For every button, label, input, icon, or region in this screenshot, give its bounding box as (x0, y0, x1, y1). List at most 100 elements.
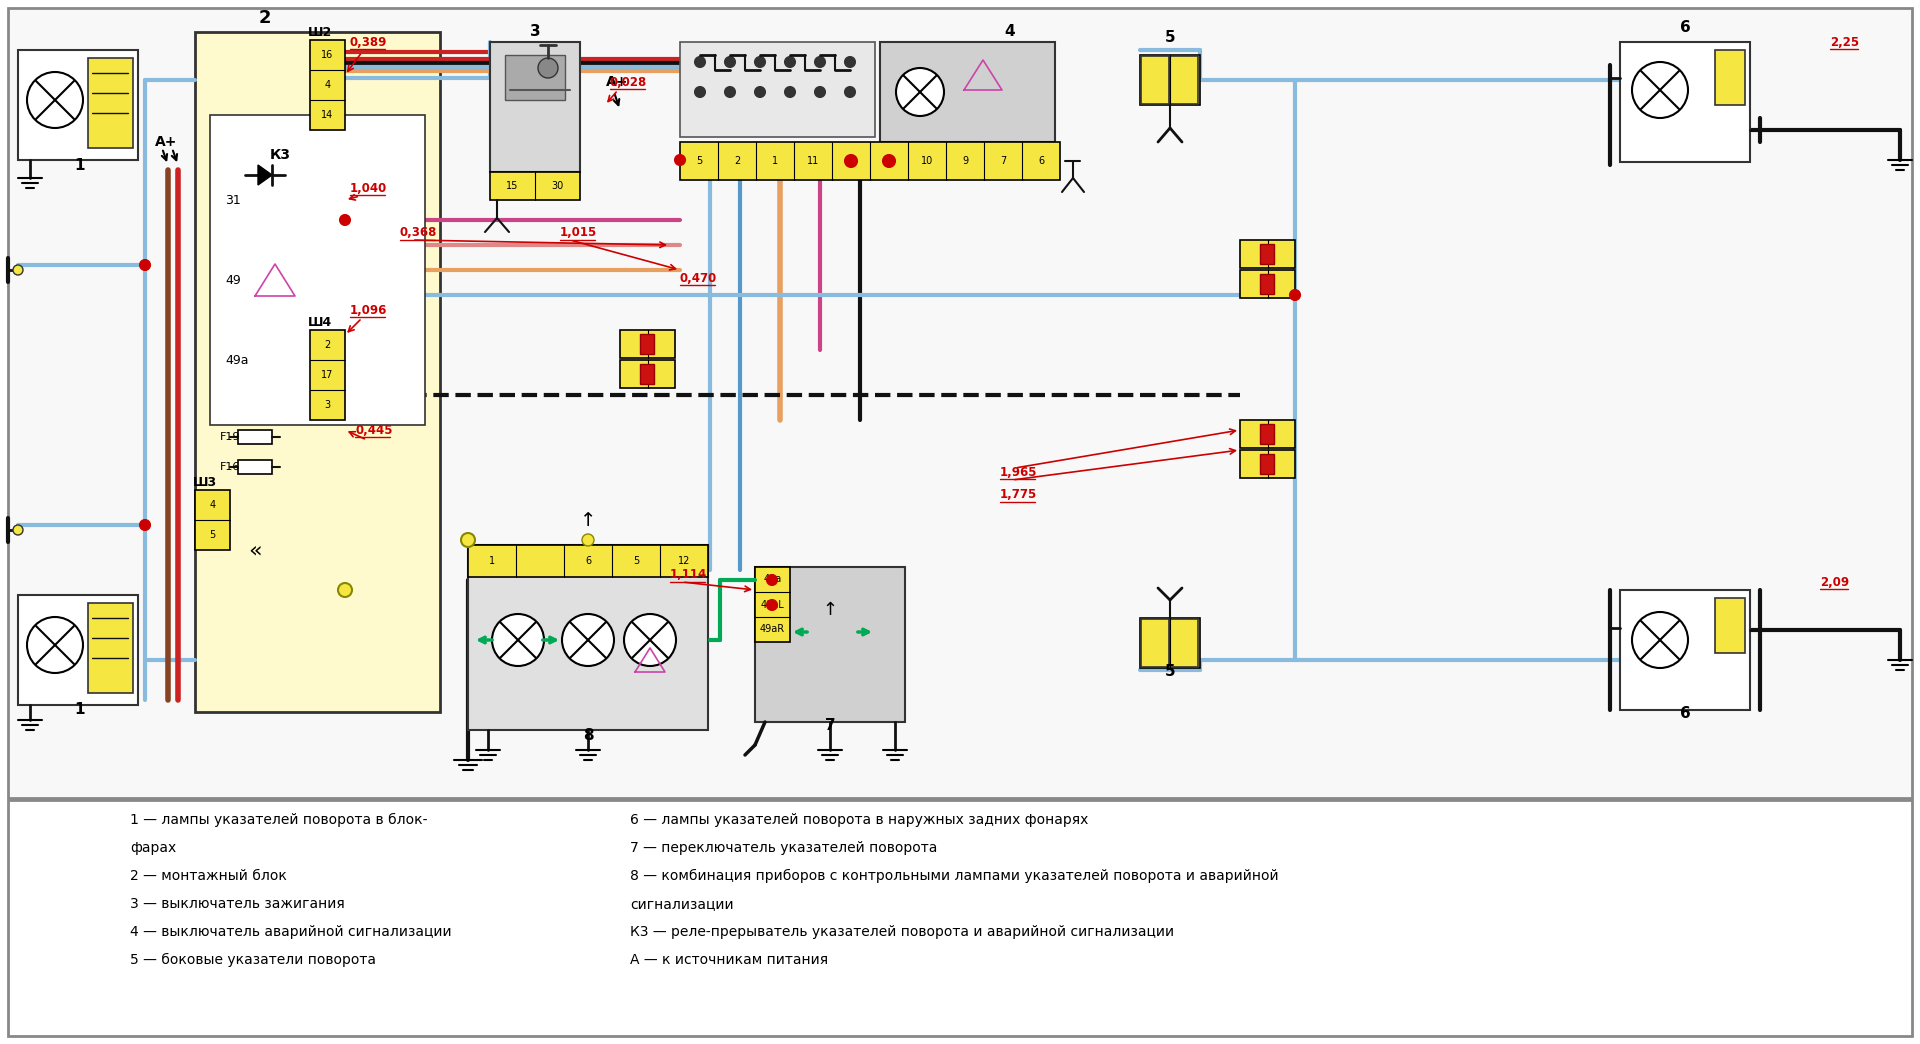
Text: 0,445: 0,445 (355, 424, 392, 436)
Text: 9: 9 (962, 156, 968, 166)
Text: 31: 31 (225, 193, 240, 207)
Bar (490, 42, 580, 172)
Bar (639, 334, 655, 354)
Text: «: « (248, 540, 261, 560)
Circle shape (755, 57, 764, 67)
Text: 3: 3 (324, 400, 330, 410)
Bar (620, 330, 676, 358)
Bar (505, 55, 564, 100)
Text: 6: 6 (1039, 156, 1044, 166)
Bar (620, 360, 676, 388)
Bar (8, 800, 1912, 1036)
Text: 2: 2 (259, 9, 271, 27)
Bar (1140, 619, 1169, 667)
Bar (468, 545, 708, 577)
Bar (879, 42, 1054, 142)
Text: 15: 15 (507, 181, 518, 191)
Text: Ш2: Ш2 (307, 25, 332, 39)
Circle shape (814, 57, 826, 67)
Circle shape (1290, 290, 1300, 300)
Polygon shape (257, 165, 273, 185)
Text: 8: 8 (582, 728, 593, 742)
Circle shape (766, 600, 778, 610)
Bar (1140, 55, 1200, 105)
Text: 2,25: 2,25 (1830, 35, 1859, 48)
Text: 1,040: 1,040 (349, 182, 388, 194)
Text: 49a: 49a (225, 354, 248, 366)
Text: 12: 12 (845, 156, 856, 166)
Text: 7: 7 (1000, 156, 1006, 166)
Text: 5: 5 (695, 156, 703, 166)
Circle shape (883, 155, 895, 167)
Bar (1260, 424, 1275, 444)
Circle shape (338, 583, 351, 597)
Bar (1260, 454, 1275, 474)
Text: 4: 4 (324, 80, 330, 90)
Text: 1,096: 1,096 (349, 304, 388, 316)
Circle shape (140, 260, 150, 270)
Bar (1240, 270, 1294, 298)
Text: 2 — монтажный блок: 2 — монтажный блок (131, 869, 286, 883)
Circle shape (845, 57, 854, 67)
Bar (1240, 240, 1294, 268)
Text: 49aL: 49aL (760, 599, 785, 610)
Circle shape (563, 614, 614, 666)
Bar (309, 40, 346, 130)
Text: 4 — выключатель аварийной сигнализации: 4 — выключатель аварийной сигнализации (131, 925, 451, 939)
Text: 1: 1 (772, 156, 778, 166)
Bar (1715, 598, 1745, 652)
Text: A+: A+ (156, 135, 177, 149)
Bar (755, 567, 789, 642)
Circle shape (538, 58, 559, 78)
Circle shape (676, 155, 685, 165)
Circle shape (582, 533, 593, 546)
Text: 7: 7 (826, 717, 835, 733)
Bar (1140, 618, 1200, 668)
Bar (680, 42, 876, 137)
Text: 5: 5 (209, 530, 215, 540)
Circle shape (766, 575, 778, 585)
Text: 14: 14 (321, 110, 334, 120)
Text: 3 — выключатель зажигания: 3 — выключатель зажигания (131, 897, 346, 911)
Circle shape (726, 87, 735, 97)
Bar (88, 603, 132, 693)
Text: 8 — комбинация приборов с контрольными лампами указателей поворота и аварийной: 8 — комбинация приборов с контрольными л… (630, 869, 1279, 883)
Circle shape (814, 87, 826, 97)
Text: К3: К3 (269, 148, 290, 162)
Circle shape (140, 520, 150, 530)
Text: 49: 49 (225, 274, 240, 286)
Text: ↑: ↑ (822, 601, 837, 619)
Text: 6: 6 (1680, 707, 1690, 721)
Text: 6: 6 (586, 556, 591, 566)
Bar (1240, 420, 1294, 448)
Text: 5: 5 (1165, 30, 1175, 46)
Circle shape (845, 87, 854, 97)
Bar (1620, 590, 1749, 710)
Text: Ш3: Ш3 (194, 476, 217, 490)
Bar (309, 330, 346, 420)
Text: 4: 4 (885, 156, 893, 166)
Bar (17, 50, 138, 160)
Bar (1140, 56, 1169, 104)
Text: 1,015: 1,015 (561, 227, 597, 239)
Text: 1,775: 1,775 (1000, 489, 1037, 501)
Text: 6: 6 (1680, 21, 1690, 35)
Text: 10: 10 (922, 156, 933, 166)
Text: 4: 4 (209, 500, 215, 511)
Bar (1260, 244, 1275, 264)
Bar (238, 430, 273, 444)
Text: 2: 2 (324, 340, 330, 350)
Bar (639, 364, 655, 384)
Bar (1260, 274, 1275, 294)
Text: К3 — реле-прерыватель указателей поворота и аварийной сигнализации: К3 — реле-прерыватель указателей поворот… (630, 925, 1175, 939)
Bar (8, 8, 1912, 798)
Circle shape (1632, 62, 1688, 118)
Bar (17, 595, 138, 705)
Bar (196, 490, 230, 550)
Circle shape (340, 215, 349, 226)
Text: 1: 1 (490, 556, 495, 566)
Text: фарах: фарах (131, 841, 177, 855)
Text: 1: 1 (75, 158, 84, 172)
Text: 17: 17 (321, 370, 334, 380)
Text: Ш4: Ш4 (307, 316, 332, 330)
